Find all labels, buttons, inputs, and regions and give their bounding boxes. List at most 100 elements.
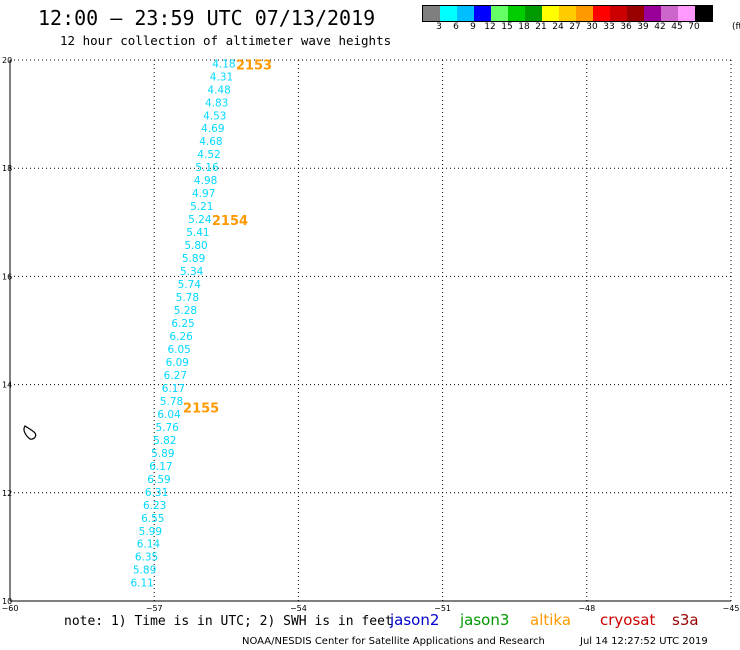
x-tick-label: −57 bbox=[146, 604, 163, 613]
island-outline bbox=[23, 425, 37, 440]
wave-height-label: 5.16 bbox=[195, 162, 219, 174]
colorbar-swatch bbox=[474, 6, 491, 21]
wave-height-label: 4.98 bbox=[194, 175, 217, 187]
wave-height-label: 6.11 bbox=[130, 578, 153, 590]
colorbar-swatch bbox=[542, 6, 559, 21]
wave-height-label: 5.89 bbox=[151, 448, 174, 460]
plot-frame bbox=[9, 60, 731, 602]
wave-height-label: 4.52 bbox=[197, 149, 220, 161]
wave-height-label: 5.89 bbox=[133, 565, 156, 577]
legend-item-jason3: jason3 bbox=[460, 611, 510, 629]
wave-height-label: 6.26 bbox=[169, 331, 193, 343]
wave-height-label: 6.05 bbox=[167, 344, 190, 356]
footer-timestamp: Jul 14 12:27:52 UTC 2019 bbox=[580, 636, 708, 647]
wave-height-label: 4.18 bbox=[212, 58, 235, 70]
x-tick-label: −60 bbox=[2, 604, 19, 613]
legend-item-cryosat: cryosat bbox=[600, 611, 656, 629]
colorbar-tick-label: 36 bbox=[620, 22, 632, 32]
wave-height-label: 5.74 bbox=[178, 279, 202, 291]
colorbar-swatch bbox=[593, 6, 610, 21]
wave-height-label: 4.53 bbox=[203, 110, 226, 122]
colorbar-tick-label: 33 bbox=[603, 22, 615, 32]
colorbar-tick-label: 21 bbox=[535, 22, 547, 32]
colorbar-swatch bbox=[440, 6, 457, 21]
colorbar-tick-label: 70 bbox=[688, 22, 700, 32]
wave-height-label: 4.83 bbox=[205, 97, 228, 109]
y-tick-label: 14 bbox=[2, 381, 12, 390]
y-tick-label: 18 bbox=[2, 164, 12, 173]
wave-height-label: 6.23 bbox=[143, 500, 166, 512]
wave-height-label: 5.80 bbox=[184, 240, 207, 252]
y-tick-label: 20 bbox=[2, 56, 12, 65]
wave-height-label: 5.34 bbox=[180, 266, 204, 278]
wave-height-label: 5.24 bbox=[188, 214, 212, 226]
colorbar-tick-label: 12 bbox=[484, 22, 496, 32]
x-tick-label: −48 bbox=[578, 604, 595, 613]
chart-subtitle: 12 hour collection of altimeter wave hei… bbox=[60, 33, 392, 48]
colorbar-swatch bbox=[508, 6, 525, 21]
colorbar bbox=[422, 5, 713, 22]
wave-height-label: 4.97 bbox=[192, 188, 215, 200]
colorbar-swatch bbox=[678, 6, 695, 21]
legend-item-s3a: s3a bbox=[672, 611, 699, 629]
wave-height-label: 5.21 bbox=[190, 201, 213, 213]
colorbar-tick-label: 18 bbox=[518, 22, 530, 32]
wave-height-label: 6.09 bbox=[166, 357, 189, 369]
colorbar-swatch bbox=[525, 6, 542, 21]
wave-height-label: 6.27 bbox=[164, 370, 187, 382]
footer-note: note: 1) Time is in UTC; 2) SWH is in fe… bbox=[64, 614, 393, 629]
colorbar-tick-label: 15 bbox=[501, 22, 513, 32]
colorbar-unit: (ft) bbox=[732, 22, 740, 32]
colorbar-tick-label: 24 bbox=[552, 22, 564, 32]
wave-height-label: 4.69 bbox=[201, 123, 224, 135]
colorbar-swatch bbox=[559, 6, 576, 21]
colorbar-tick-label: 9 bbox=[470, 22, 476, 32]
wave-height-label: 5.78 bbox=[160, 396, 183, 408]
y-tick-label: 10 bbox=[2, 597, 12, 606]
legend-item-jason2: jason2 bbox=[390, 611, 440, 629]
wave-height-label: 6.04 bbox=[157, 409, 181, 421]
chart-title: 12:00 — 23:59 UTC 07/13/2019 bbox=[38, 6, 376, 30]
x-tick-label: −54 bbox=[290, 604, 307, 613]
wave-height-label: 5.76 bbox=[155, 422, 179, 434]
colorbar-tick-label: 3 bbox=[436, 22, 442, 32]
time-label: 2155 bbox=[183, 401, 219, 416]
wave-height-label: 6.59 bbox=[147, 474, 170, 486]
colorbar-swatch bbox=[457, 6, 474, 21]
colorbar-swatch bbox=[491, 6, 508, 21]
colorbar-tick-label: 42 bbox=[654, 22, 666, 32]
colorbar-swatch bbox=[644, 6, 661, 21]
colorbar-swatch bbox=[576, 6, 593, 21]
wave-height-label: 6.17 bbox=[149, 461, 172, 473]
x-tick-label: −51 bbox=[434, 604, 451, 613]
wave-height-label: 6.17 bbox=[162, 383, 185, 395]
colorbar-tick-label: 45 bbox=[671, 22, 683, 32]
y-tick-label: 12 bbox=[2, 489, 12, 498]
wave-height-label: 5.99 bbox=[139, 526, 162, 538]
data-points: 4.184.314.484.834.534.694.684.525.164.98… bbox=[130, 58, 235, 589]
y-tick-label: 16 bbox=[2, 272, 12, 281]
wave-height-label: 4.68 bbox=[199, 136, 222, 148]
wave-height-label: 5.41 bbox=[186, 227, 209, 239]
colorbar-tick-label: 27 bbox=[569, 22, 581, 32]
colorbar-tick-label: 6 bbox=[453, 22, 459, 32]
colorbar-swatch bbox=[423, 6, 440, 21]
time-labels: 2153 2154 2155 bbox=[183, 58, 272, 416]
legend-item-altika: altika bbox=[530, 611, 572, 629]
wave-height-label: 5.28 bbox=[174, 305, 197, 317]
footer-credit: NOAA/NESDIS Center for Satellite Applica… bbox=[242, 636, 545, 647]
colorbar-swatch bbox=[661, 6, 678, 21]
wave-height-label: 5.82 bbox=[153, 435, 176, 447]
wave-height-label: 4.31 bbox=[210, 71, 233, 83]
colorbar-swatch bbox=[610, 6, 627, 21]
wave-height-label: 6.25 bbox=[171, 318, 194, 330]
grid-lines bbox=[9, 59, 732, 602]
wave-height-label: 6.31 bbox=[145, 487, 168, 499]
wave-height-label: 6.14 bbox=[137, 539, 161, 551]
wave-height-label: 5.89 bbox=[182, 253, 205, 265]
colorbar-swatch bbox=[695, 6, 712, 21]
colorbar-tick-label: 39 bbox=[637, 22, 649, 32]
colorbar-swatch bbox=[627, 6, 644, 21]
time-label: 2153 bbox=[236, 58, 272, 73]
